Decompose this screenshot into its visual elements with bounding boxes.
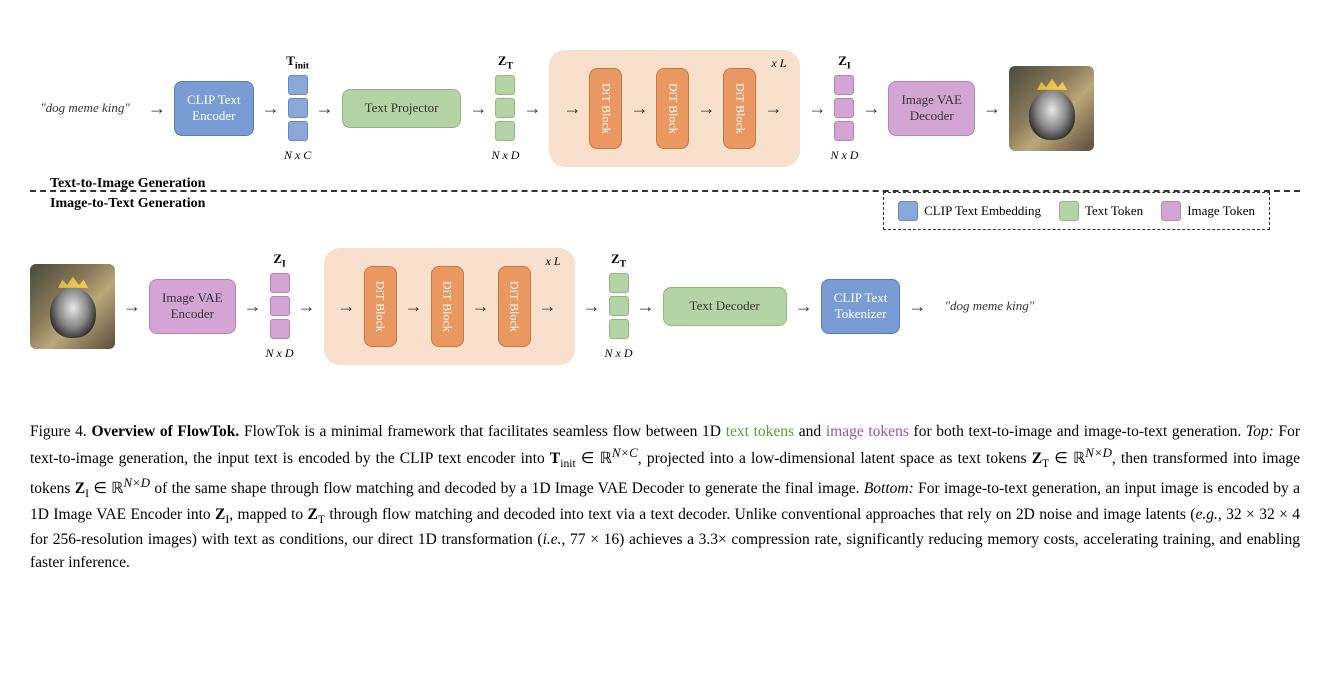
dit-block: DiT Block [431, 266, 464, 347]
figure-caption: Figure 4. Overview of FlowTok. FlowTok i… [30, 420, 1300, 575]
dit-block: DiT Block [656, 68, 689, 149]
arrow-icon: → [637, 296, 655, 317]
arrow-icon: → [539, 296, 557, 317]
arrow-icon: → [764, 98, 782, 119]
clip-text-encoder-block: CLIP Text Encoder [174, 81, 254, 137]
arrow-icon: → [262, 98, 280, 119]
z-i-tokens: ZI N x D [834, 75, 854, 141]
legend-clip: CLIP Text Embedding [898, 201, 1041, 221]
token-icon [270, 319, 290, 339]
arrow-icon: → [563, 98, 581, 119]
arrow-icon: → [472, 296, 490, 317]
arrow-icon: → [469, 98, 487, 119]
z-t-tokens: ZT N x D [495, 75, 515, 141]
token-icon [495, 121, 515, 141]
dit-stack-top: x L → DiT Block → DiT Block → DiT Block … [549, 50, 800, 167]
token-icon [834, 75, 854, 95]
arrow-icon: → [338, 296, 356, 317]
token-icon [270, 296, 290, 316]
dit-block: DiT Block [364, 266, 397, 347]
arrow-icon: → [316, 98, 334, 119]
input-image [30, 264, 115, 349]
text-to-image-row: "dog meme king" → CLIP Text Encoder → Ti… [30, 50, 1094, 167]
t-init-tokens: Tinit N x C [288, 75, 308, 141]
arrow-icon: → [123, 296, 141, 317]
text-decoder-block: Text Decoder [663, 287, 787, 326]
arrow-icon: → [862, 98, 880, 119]
token-icon [270, 273, 290, 293]
image-vae-encoder-block: Image VAE Encoder [149, 279, 236, 335]
legend: CLIP Text Embedding Text Token Image Tok… [883, 192, 1270, 230]
dit-block: DiT Block [723, 68, 756, 149]
arrow-icon: → [405, 296, 423, 317]
t2i-label: Text-to-Image Generation [50, 176, 205, 192]
token-icon [609, 273, 629, 293]
arrow-icon: → [583, 296, 601, 317]
i2t-label: Image-to-Text Generation [50, 196, 205, 212]
dit-block: DiT Block [498, 266, 531, 347]
arrow-icon: → [908, 296, 926, 317]
token-icon [495, 75, 515, 95]
legend-text-token: Text Token [1059, 201, 1143, 221]
arrow-icon: → [244, 296, 262, 317]
arrow-icon: → [697, 98, 715, 119]
image-vae-decoder-block: Image VAE Decoder [888, 81, 975, 137]
clip-text-tokenizer-block: CLIP Text Tokenizer [821, 279, 901, 335]
flowtok-diagram: "dog meme king" → CLIP Text Encoder → Ti… [30, 20, 1300, 400]
image-to-text-row: → Image VAE Encoder → ZI N x D → x L → D… [30, 248, 1044, 365]
output-text: "dog meme king" [934, 298, 1044, 314]
token-icon [898, 201, 918, 221]
z-t-tokens-bottom: ZT N x D [609, 273, 629, 339]
arrow-icon: → [148, 98, 166, 119]
input-text: "dog meme king" [30, 100, 140, 116]
token-icon [1161, 201, 1181, 221]
dit-stack-bottom: x L → DiT Block → DiT Block → DiT Block … [324, 248, 575, 365]
z-i-tokens-bottom: ZI N x D [270, 273, 290, 339]
token-icon [288, 98, 308, 118]
token-icon [834, 121, 854, 141]
token-icon [609, 319, 629, 339]
output-image [1009, 66, 1094, 151]
arrow-icon: → [795, 296, 813, 317]
text-projector-block: Text Projector [342, 89, 462, 128]
arrow-icon: → [630, 98, 648, 119]
token-icon [609, 296, 629, 316]
arrow-icon: → [808, 98, 826, 119]
token-icon [495, 98, 515, 118]
arrow-icon: → [983, 98, 1001, 119]
arrow-icon: → [298, 296, 316, 317]
token-icon [288, 121, 308, 141]
arrow-icon: → [523, 98, 541, 119]
dit-block: DiT Block [589, 68, 622, 149]
token-icon [1059, 201, 1079, 221]
token-icon [834, 98, 854, 118]
legend-image-token: Image Token [1161, 201, 1255, 221]
token-icon [288, 75, 308, 95]
